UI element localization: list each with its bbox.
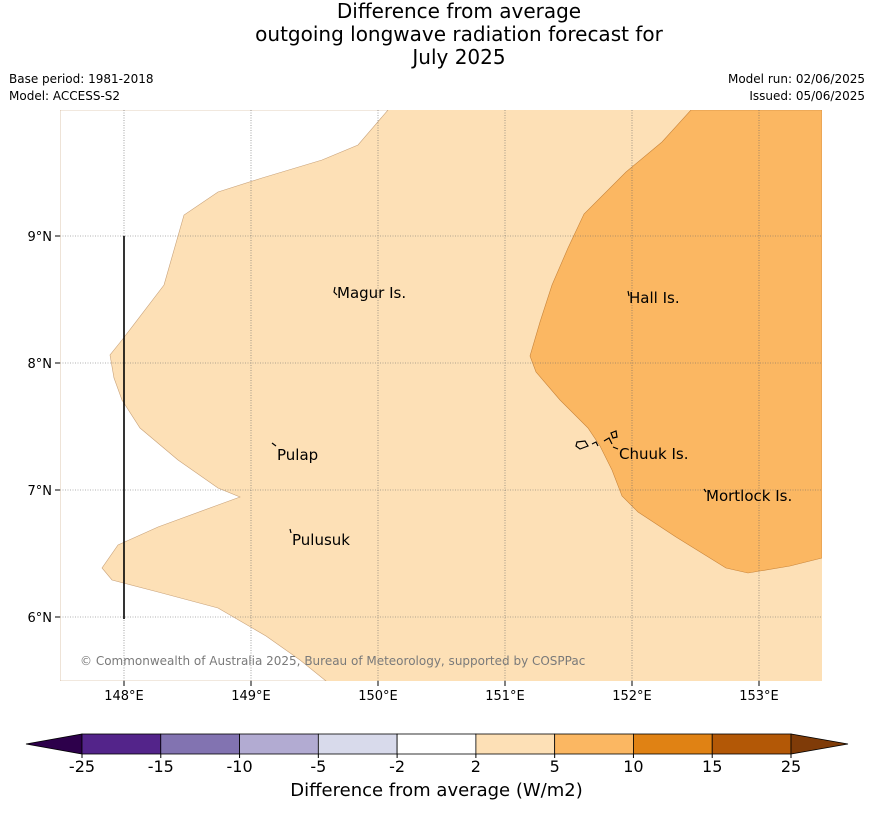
hall-island-shape	[627, 290, 630, 297]
lon-label-148e: 148°E	[104, 689, 144, 704]
chuuk-island-d	[610, 430, 618, 439]
colorbar-tick-label: 25	[781, 757, 801, 776]
colorbar-segment	[317, 733, 398, 755]
issued-date: Issued: 05/06/2025	[749, 89, 865, 103]
title-line-2: outgoing longwave radiation forecast for	[255, 22, 663, 46]
axis-ticks	[55, 235, 760, 686]
chuuk-island-c	[603, 437, 613, 445]
model-run: Model run: 02/06/2025	[727, 72, 865, 86]
region-5-to-10	[529, 110, 822, 574]
lat-label-9n: 9°N	[28, 230, 53, 245]
colorbar-segment	[554, 733, 634, 755]
colorbar-tick-label: 5	[550, 757, 560, 776]
colorbar-extend-low	[25, 733, 83, 755]
pulusuk-island-shape	[289, 528, 292, 534]
lat-label-8n: 8°N	[28, 357, 53, 372]
magur-island-shape	[333, 286, 338, 296]
info-left: Base period: 1981-2018 Model: ACCESS-S2	[9, 71, 154, 105]
place-label-mortlock: Mortlock Is.	[706, 487, 792, 505]
chart-title: Difference from average outgoing longwav…	[0, 0, 873, 69]
info-right: Model run: 02/06/2025 Issued: 05/06/2025	[728, 71, 865, 105]
place-label-magur: Magur Is.	[337, 284, 406, 302]
colorbar-segment	[396, 733, 477, 755]
chuuk-island-a	[575, 440, 589, 450]
lon-label-150e: 150°E	[358, 689, 398, 704]
colorbar-tick-label: -2	[389, 757, 405, 776]
lat-label-6n: 6°N	[28, 611, 53, 626]
colorbar-label: Difference from average (W/m2)	[290, 780, 583, 801]
place-label-pulusuk: Pulusuk	[292, 531, 350, 549]
colorbar-segment	[239, 733, 319, 755]
mortlock-island-shape	[703, 488, 707, 493]
place-label-hall: Hall Is.	[629, 289, 680, 307]
colorbar	[25, 733, 849, 755]
colorbar-tick-label: -5	[310, 757, 326, 776]
colorbar-segment	[711, 733, 792, 755]
colorbar-segment	[475, 733, 556, 755]
place-label-pulap: Pulap	[277, 446, 318, 464]
place-label-chuuk: Chuuk Is.	[619, 445, 688, 463]
colorbar-tick-label: 2	[471, 757, 481, 776]
model-name: Model: ACCESS-S2	[9, 89, 121, 103]
colorbar-tick-label: -15	[148, 757, 174, 776]
lon-label-152e: 152°E	[612, 689, 652, 704]
colorbar-tick-label: -25	[69, 757, 95, 776]
colorbar-tick-label: 10	[623, 757, 643, 776]
colorbar-segment	[633, 733, 713, 755]
region-below-2	[60, 110, 389, 681]
colorbar-ticks: -25 -15 -10 -5 -2 2 5 10 15 25	[69, 754, 801, 776]
colorbar-tick-label: 15	[702, 757, 722, 776]
chuuk-island-b	[591, 441, 599, 447]
base-period: Base period: 1981-2018	[9, 72, 154, 86]
copyright-notice: © Commonwealth of Australia 2025, Bureau…	[80, 654, 585, 668]
lon-label-149e: 149°E	[231, 689, 271, 704]
title-line-3: July 2025	[412, 45, 506, 69]
lon-label-153e: 153°E	[739, 689, 779, 704]
lon-label-151e: 151°E	[485, 689, 525, 704]
colorbar-tick-label: -10	[226, 757, 252, 776]
colorbar-segment	[160, 733, 240, 755]
colorbar-extend-high	[790, 733, 849, 755]
chuuk-island-e	[612, 446, 619, 450]
title-line-1: Difference from average	[336, 0, 582, 23]
lat-label-7n: 7°N	[28, 484, 53, 499]
colorbar-segment	[81, 733, 162, 755]
pulap-island-shape	[271, 442, 277, 447]
island-outlines	[271, 286, 707, 534]
